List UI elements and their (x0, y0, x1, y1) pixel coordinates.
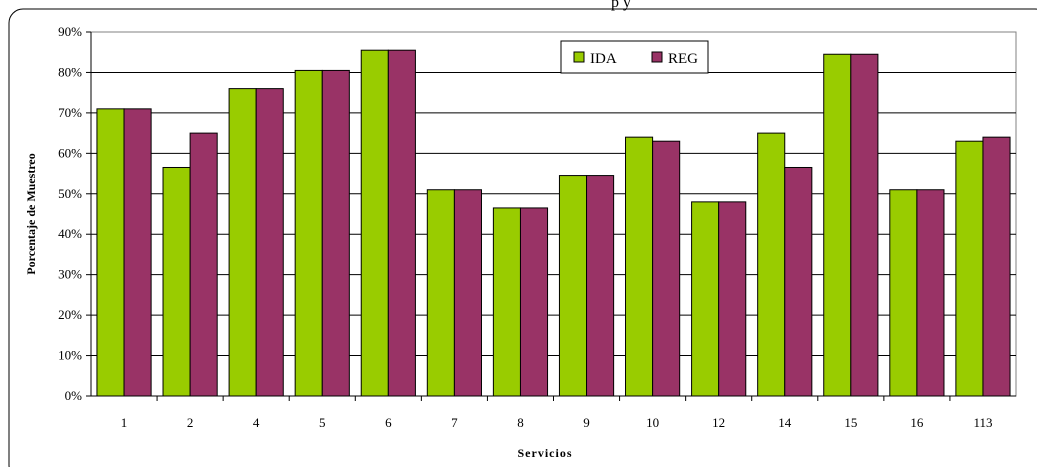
bar-ida (228, 88, 257, 397)
y-tick-label: 40% (58, 226, 82, 241)
bar-reg (321, 69, 350, 397)
bar-ida (558, 175, 588, 397)
bar-ida (492, 207, 521, 397)
x-tick-label: 5 (319, 415, 326, 430)
bar-reg (916, 189, 945, 397)
legend-box (560, 40, 709, 74)
bar-ida (294, 69, 323, 397)
x-tick-label: 16 (910, 415, 924, 430)
y-tick-label: 70% (58, 105, 82, 120)
bar-ida (757, 132, 786, 397)
y-tick-label: 30% (58, 267, 82, 282)
bar-ida (691, 201, 720, 397)
legend-swatch-ida (573, 51, 585, 63)
chart-title: p y (611, 0, 631, 11)
x-tick-label: 2 (187, 415, 194, 430)
bar-ida (360, 49, 389, 397)
bar-ida (96, 108, 125, 397)
x-tick-label: 14 (778, 415, 792, 430)
bar-ida (889, 189, 918, 397)
bar-reg (652, 140, 681, 397)
chart-border (8, 8, 1037, 467)
x-tick-label: 113 (973, 415, 992, 430)
bar-reg (189, 132, 218, 397)
y-axis-title: Porcentaje de Muestreo (24, 153, 38, 275)
y-tick-label: 10% (58, 348, 82, 363)
bar-ida (162, 166, 191, 397)
x-tick-label: 6 (385, 415, 392, 430)
x-axis-title: Servicios (518, 446, 573, 460)
bar-ida (955, 140, 984, 397)
y-tick-label: 60% (58, 145, 82, 160)
x-tick-label: 9 (583, 415, 590, 430)
y-tick-label: 80% (58, 64, 82, 79)
bar-reg (255, 88, 284, 397)
y-tick-label: 50% (58, 186, 82, 201)
x-axis-ticks: 1 2 4 5 6 7 8 9 10 12 14 15 16 113 (121, 396, 992, 430)
bars (96, 49, 1011, 397)
bar-reg (850, 53, 879, 397)
x-tick-label: 7 (451, 415, 458, 430)
bar-reg (453, 189, 482, 397)
y-tick-label: 90% (58, 24, 82, 39)
bar-ida (625, 136, 654, 397)
bar-ida (426, 189, 455, 397)
legend-swatch-reg (651, 51, 663, 63)
bar-reg (586, 175, 615, 397)
legend-label-ida: IDA (590, 51, 617, 67)
bar-reg (718, 201, 747, 397)
bar-reg (123, 108, 152, 397)
bar-reg (784, 166, 813, 397)
x-tick-label: 12 (712, 415, 725, 430)
legend-label-reg: REG (668, 51, 698, 67)
bar-reg (387, 49, 416, 397)
bar-reg (519, 207, 549, 397)
x-tick-label: 10 (646, 415, 659, 430)
x-tick-label: 8 (517, 415, 524, 430)
y-tick-label: 20% (58, 307, 82, 322)
bar-reg (982, 136, 1011, 397)
y-axis-ticks: 0% 10% 20% 30% 40% 50% 60% 70% 80% 90% (58, 24, 91, 403)
x-tick-label: 1 (121, 415, 128, 430)
x-tick-label: 15 (844, 415, 857, 430)
x-tick-label: 4 (253, 415, 260, 430)
y-tick-label: 0% (65, 388, 83, 403)
legend: IDA REG (560, 40, 709, 74)
bar-ida (823, 53, 852, 397)
